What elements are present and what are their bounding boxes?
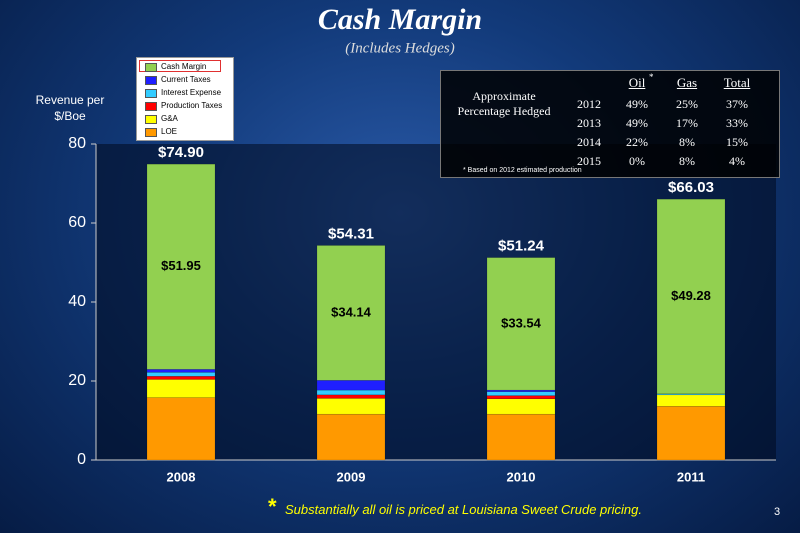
hedge-table: Approximate Percentage Hedged * Based on…: [440, 70, 780, 178]
bar-segment: [316, 413, 386, 461]
legend-highlight: [139, 60, 221, 72]
table-footnote: * Based on 2012 estimated production: [463, 167, 582, 174]
table-label: Approximate Percentage Hedged: [457, 89, 551, 118]
footer-note: Substantially all oil is priced at Louis…: [285, 502, 642, 517]
bar-segment: [486, 391, 556, 396]
legend-swatch: [145, 102, 157, 111]
bar-segment: [316, 394, 386, 399]
legend-swatch: [145, 128, 157, 137]
table-cell: 49%: [626, 116, 648, 130]
y-tick-label: 20: [68, 372, 86, 389]
bar-segment: [316, 398, 386, 415]
chart-title: Cash Margin: [318, 3, 482, 36]
y-axis-label: Revenue per $/Boe: [35, 93, 105, 123]
legend-label: G&A: [161, 114, 178, 123]
column-marker: *: [649, 72, 654, 82]
x-tick-label: 2011: [677, 469, 705, 484]
table-cell: 33%: [726, 116, 748, 130]
bar-segment: [316, 380, 386, 391]
y-tick-label: 80: [68, 135, 86, 152]
legend-label: Current Taxes: [161, 75, 211, 84]
total-label: $74.90: [158, 144, 204, 161]
x-tick-label: 2010: [507, 469, 536, 484]
total-label: $51.24: [498, 238, 545, 255]
total-label: $54.31: [328, 225, 374, 242]
footer-marker: *: [268, 494, 277, 519]
table-row-year: 2012: [577, 97, 601, 111]
y-tick-label: 40: [68, 293, 86, 310]
bar-value-label: $33.54: [501, 315, 542, 330]
bar-segment: [486, 398, 556, 415]
legend-label: Cash Margin: [161, 62, 207, 71]
bar-segment: [146, 397, 216, 461]
table-cell: 15%: [726, 135, 748, 149]
table-cell: 49%: [626, 97, 648, 111]
x-tick-label: 2009: [337, 469, 366, 484]
bar-value-label: $49.28: [671, 288, 711, 303]
table-row-year: 2013: [577, 116, 601, 130]
bar-segment: [486, 395, 556, 400]
page-number: 3: [774, 506, 781, 518]
bar-segment: [656, 394, 726, 407]
bar-value-label: $34.14: [331, 304, 372, 319]
bar-segment: [656, 198, 726, 395]
bar-segment: [656, 406, 726, 461]
table-cell: 25%: [676, 97, 698, 111]
table-row-year: 2014: [577, 135, 601, 149]
legend-swatch: [145, 89, 157, 98]
bar-segment: [316, 245, 386, 381]
chart-subtitle: (Includes Hedges): [345, 40, 455, 56]
table-column-header: Gas: [676, 75, 698, 90]
bar-segment: [146, 372, 216, 377]
bar-segment: [146, 376, 216, 380]
bar-segment: [316, 389, 386, 396]
y-tick-label: 0: [77, 451, 86, 468]
bar-segment: [146, 379, 216, 398]
table-cell: 8%: [679, 154, 695, 168]
table-cell: 17%: [676, 116, 698, 130]
legend-label: LOE: [161, 127, 178, 136]
legend-swatch: [145, 115, 157, 124]
legend: Cash Margin Current Taxes Interest Expense…: [136, 57, 234, 141]
legend-label: Production Taxes: [161, 101, 223, 110]
bar-segment: [146, 369, 216, 373]
table-cell: 0%: [629, 154, 645, 168]
bar-segment: [486, 413, 556, 461]
table-column-header: Oil: [628, 75, 646, 90]
table-cell: 22%: [626, 135, 648, 149]
bar-value-label: $51.95: [161, 258, 201, 273]
table-cell: 4%: [729, 154, 745, 168]
table-column-header: Total: [723, 75, 751, 90]
total-label: $66.03: [668, 179, 714, 196]
bar-segment: [486, 257, 556, 391]
legend-swatch: [145, 63, 157, 72]
legend-swatch: [145, 76, 157, 85]
table-cell: 37%: [726, 97, 748, 111]
bar-segment: [146, 163, 216, 370]
table-row-year: 2015: [577, 154, 601, 168]
y-tick-label: 60: [68, 214, 86, 231]
legend-label: Interest Expense: [161, 88, 222, 97]
x-tick-label: 2008: [167, 469, 196, 484]
table-cell: 8%: [679, 135, 695, 149]
